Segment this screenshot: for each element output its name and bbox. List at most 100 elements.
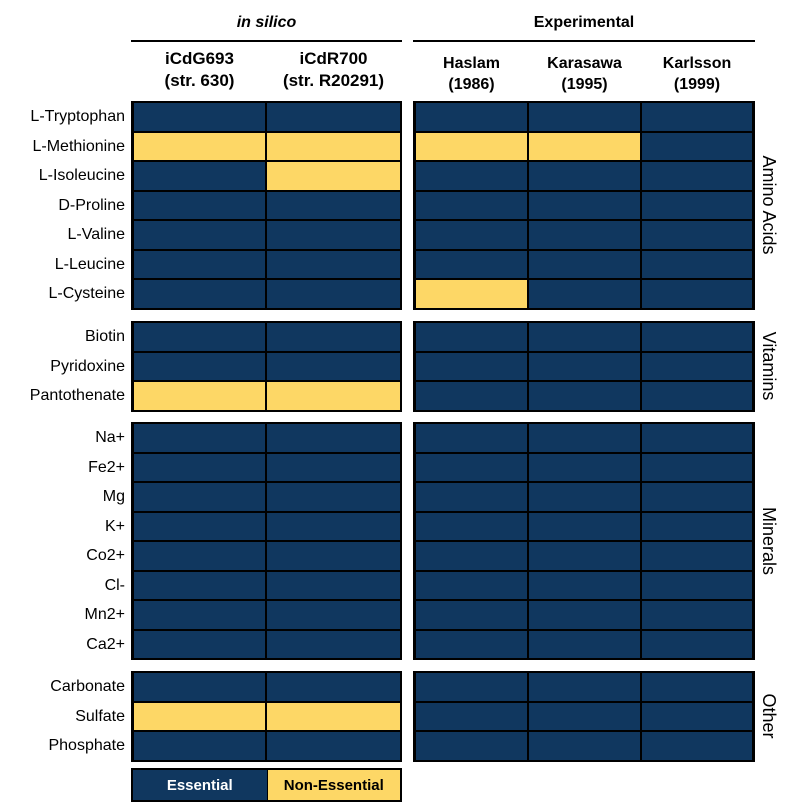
heatmap-cell <box>415 131 528 161</box>
heatmap-cell <box>641 381 753 411</box>
heatmap-cell <box>528 279 641 309</box>
heatmap-cell <box>641 731 753 761</box>
heatmap-cell <box>266 190 401 220</box>
heatmap-cell <box>133 672 266 702</box>
heatmap-cell <box>415 672 528 702</box>
heatmap-cell <box>641 161 753 191</box>
column-header-1-0: Haslam <box>443 55 500 72</box>
heatmap-cell <box>266 249 401 279</box>
heatmap-cell <box>133 279 266 309</box>
panel-1-1 <box>413 321 755 412</box>
heatmap-cell <box>415 423 528 453</box>
heatmap-cell <box>133 570 266 600</box>
heatmap-cell <box>641 131 753 161</box>
group-rule-1 <box>413 40 755 42</box>
category-label: Vitamins <box>759 331 779 401</box>
heatmap-cell <box>641 351 753 381</box>
category-label: Minerals <box>759 506 779 576</box>
row-label: L-Leucine <box>54 255 125 273</box>
heatmap-cell <box>415 279 528 309</box>
heatmap-cell <box>528 131 641 161</box>
heatmap-cell <box>266 482 401 512</box>
heatmap-cell <box>528 102 641 132</box>
heatmap-cell <box>133 423 266 453</box>
heatmap-cell <box>415 701 528 731</box>
panel-3-1 <box>413 671 755 762</box>
heatmap-cell <box>528 482 641 512</box>
heatmap-cell <box>266 452 401 482</box>
row-label: L-Isoleucine <box>38 167 125 184</box>
heatmap-cell <box>415 102 528 132</box>
row-label: Cl- <box>104 576 125 594</box>
heatmap-cell <box>528 570 641 600</box>
row-label: Co2+ <box>86 547 125 564</box>
column-subheader-1-1: (1995) <box>561 76 608 93</box>
heatmap-cell <box>415 190 528 220</box>
panel-1-0 <box>131 321 402 412</box>
heatmap-cell <box>266 322 401 352</box>
heatmap-cell <box>266 161 401 191</box>
heatmap-cell <box>641 672 753 702</box>
heatmap-cell <box>266 672 401 702</box>
column-subheader-1-0: (1986) <box>448 76 495 93</box>
heatmap-cell <box>133 701 266 731</box>
heatmap-cell <box>641 190 753 220</box>
heatmap-cell <box>266 220 401 250</box>
row-label: Carbonate <box>50 678 125 695</box>
row-label: L-Valine <box>67 226 125 243</box>
heatmap-cell <box>133 381 266 411</box>
row-label: D-Proline <box>58 196 125 214</box>
heatmap-cell <box>641 629 753 659</box>
heatmap-cell <box>415 161 528 191</box>
heatmap-cell <box>528 541 641 571</box>
column-subheader-1-2: (1999) <box>673 76 721 93</box>
heatmap-cell <box>528 701 641 731</box>
heatmap-cell <box>528 731 641 761</box>
heatmap-cell <box>528 161 641 191</box>
heatmap-cell <box>266 731 401 761</box>
heatmap-cell <box>641 541 753 571</box>
column-header-0-1: iCdR700 <box>299 49 368 68</box>
heatmap-cell <box>266 131 401 161</box>
legend-item-non-essential: Non-Essential <box>267 770 400 800</box>
heatmap-cell <box>528 672 641 702</box>
row-label: L-Methionine <box>32 137 126 155</box>
heatmap-cell <box>133 629 266 659</box>
heatmap-cell <box>133 511 266 541</box>
heatmap-cell <box>133 351 266 381</box>
heatmap-cell <box>266 381 401 411</box>
column-header-1-1: Karasawa <box>547 55 622 72</box>
heatmap-cell <box>641 249 753 279</box>
heatmap-cell <box>641 102 753 132</box>
panel-3-0 <box>131 671 402 762</box>
column-subheader-0-1: (str. R20291) <box>282 71 385 90</box>
row-label: Biotin <box>84 328 125 345</box>
heatmap-cell <box>528 600 641 630</box>
heatmap-cell <box>641 423 753 453</box>
category-label: Other <box>759 693 779 739</box>
heatmap-cell <box>528 190 641 220</box>
heatmap-cell <box>641 322 753 352</box>
heatmap-cell <box>641 452 753 482</box>
heatmap-cell <box>528 629 641 659</box>
heatmap-cell <box>133 482 266 512</box>
heatmap-cell <box>641 570 753 600</box>
heatmap-cell <box>528 351 641 381</box>
column-subheader-0-0: (str. 630) <box>164 71 235 90</box>
heatmap-cell <box>415 570 528 600</box>
heatmap-cell <box>266 541 401 571</box>
heatmap-cell <box>133 220 266 250</box>
row-label: L-Cysteine <box>48 285 125 302</box>
heatmap-cell <box>266 511 401 541</box>
row-label: Pantothenate <box>29 387 125 404</box>
heatmap-cell <box>133 190 266 220</box>
heatmap-cell <box>528 220 641 250</box>
heatmap-cell <box>415 600 528 630</box>
heatmap-cell <box>266 423 401 453</box>
heatmap-cell <box>133 161 266 191</box>
heatmap-cell <box>266 102 401 132</box>
row-label: Mg <box>102 488 125 505</box>
group-title-0: in silico <box>236 14 297 31</box>
heatmap-cell <box>133 131 266 161</box>
category-label: Amino Acids <box>759 155 779 255</box>
